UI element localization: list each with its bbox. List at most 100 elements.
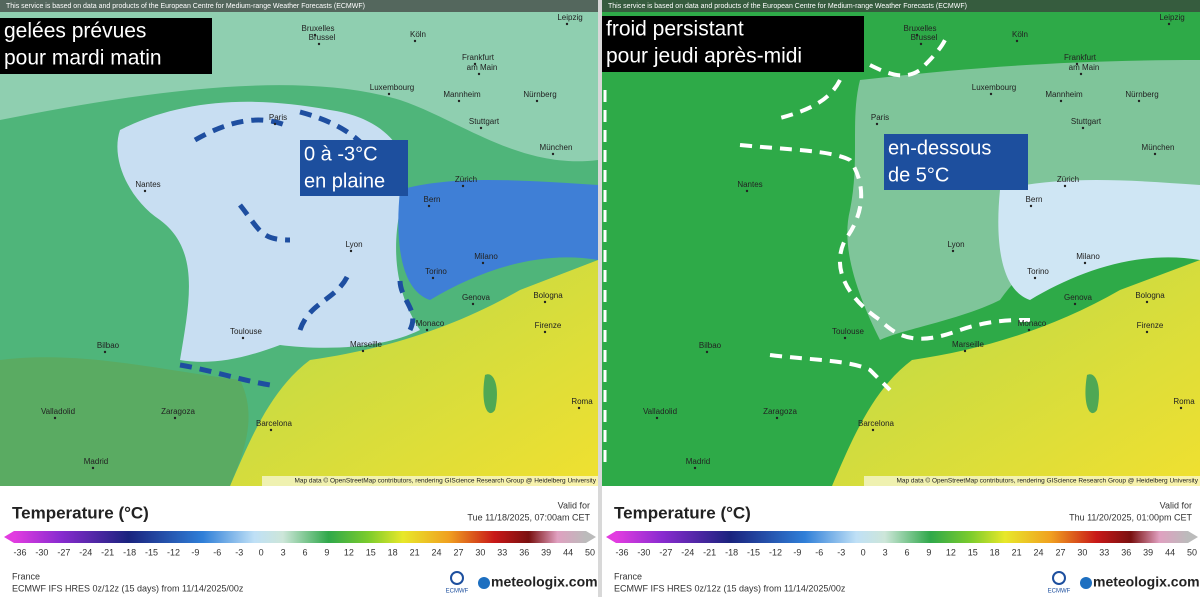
scale-tick-label: 18 [388,547,398,557]
scale-tick-label: 9 [926,547,931,557]
colorbar [14,531,586,543]
city-label: München [1142,143,1175,152]
legend-title: Temperature (°C) [614,503,751,522]
city-dot [1145,330,1149,334]
scale-tick-label: 21 [410,547,420,557]
valid-label: Valid for [1160,500,1192,510]
scale-tick-label: -12 [769,547,782,557]
city-label: Luxembourg [972,83,1016,92]
scale-tick-label: 0 [259,547,264,557]
city-dot [269,428,273,432]
city-label: Firenze [1137,321,1164,330]
city-dot [693,466,697,470]
city-label: Marseille [952,340,985,349]
city-dot [551,152,555,156]
city-dot [143,189,147,193]
city-dot [1063,184,1067,188]
city-dot [1059,99,1063,103]
scale-tick-label: 36 [519,547,529,557]
city-label: Bern [1026,195,1043,204]
city-dot [1079,72,1083,76]
city-label: Nantes [135,180,160,189]
city-dot [871,428,875,432]
scale-tick-label: 27 [1055,547,1065,557]
city-label: am Main [467,63,498,72]
logo-icon [1052,571,1066,585]
scale-tick-label: 39 [1143,547,1153,557]
scale-tick-label: -9 [793,547,801,557]
valid-label: Valid for [558,500,590,510]
city-label: Roma [1173,397,1195,406]
scale-tick-label: -9 [191,547,199,557]
city-dot [543,330,547,334]
colorbar-arrow [606,531,616,543]
city-dot [473,62,477,66]
scale-tick-label: -27 [57,547,70,557]
scale-tick-label: -6 [815,547,823,557]
title-box [0,18,212,74]
valid-time: Tue 11/18/2025, 07:00am CET [467,512,590,522]
map-panel: This service is based on data and produc… [0,0,598,595]
attribution-band [262,476,598,486]
city-label: Lyon [947,240,964,249]
city-label: Stuttgart [469,117,500,126]
scale-tick-label: 24 [432,547,442,557]
city-label: Zaragoza [763,407,797,416]
city-label: Milano [1076,252,1100,261]
city-dot [361,349,365,353]
city-label: Monaco [416,319,445,328]
scale-tick-label: -24 [79,547,92,557]
scale-tick-label: 3 [281,547,286,557]
city-label: München [540,143,573,152]
scale-tick-label: 50 [1187,547,1197,557]
scale-tick-label: 18 [990,547,1000,557]
city-label: Leipzig [557,13,582,22]
city-label: Milano [474,252,498,261]
city-label: Firenze [535,321,562,330]
scale-tick-label: 15 [366,547,376,557]
scale-tick-label: -3 [837,547,845,557]
annotation-line: en-dessous [888,137,991,159]
city-dot [535,99,539,103]
title-line: gelées prévues [4,20,146,43]
panel-divider [598,0,602,597]
title-box [602,16,864,72]
city-dot [425,328,429,332]
city-label: Bilbao [699,341,722,350]
city-dot [565,22,569,26]
logo: ECMWF [1048,589,1071,595]
scale-tick-label: -36 [13,547,26,557]
source-band [602,0,1200,12]
city-label: Bern [424,195,441,204]
city-dot [919,42,923,46]
city-dot [543,300,547,304]
scale-tick-label: 33 [497,547,507,557]
city-label: Frankfurt [462,53,495,62]
cold-area-outline [179,109,416,388]
city-dot [457,99,461,103]
map-panel: This service is based on data and produc… [602,0,1200,595]
city-label: Bologna [533,291,563,300]
city-label: Paris [269,113,287,122]
annotation-box [884,134,1028,190]
scale-tick-label: 24 [1034,547,1044,557]
city-dot [471,302,475,306]
corsica [1085,374,1099,414]
brand: meteologix.com [491,574,598,590]
city-dot [963,349,967,353]
brand: meteologix.com [1093,574,1200,590]
city-dot [1015,39,1019,43]
city-dot [173,416,177,420]
city-label: Nürnberg [1125,90,1158,99]
city-dot [241,336,245,340]
scale-tick-label: 30 [475,547,485,557]
title-line: froid persistant [606,18,744,41]
scale-tick-label: 6 [904,547,909,557]
city-dot [103,350,107,354]
city-label: Zaragoza [161,407,195,416]
city-dot [461,184,465,188]
logo: ECMWF [446,589,469,595]
city-label: Leipzig [1159,13,1184,22]
